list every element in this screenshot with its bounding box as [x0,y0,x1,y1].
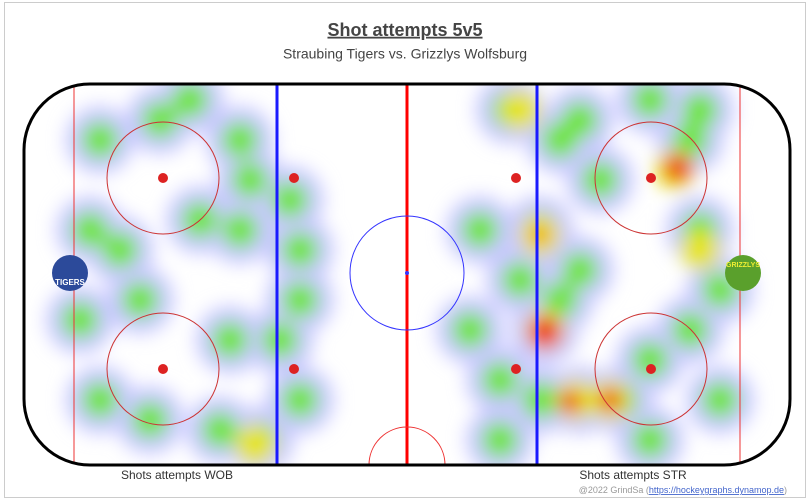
heat-blob [702,382,738,418]
heat-blob [632,342,668,378]
heat-blob [82,382,118,418]
heat-blob [282,232,318,268]
heat-blob [672,312,708,348]
heat-blob [562,252,598,288]
credit-link[interactable]: https://hockeygraphs.dynamop.de [649,485,784,495]
heat-blob [282,382,318,418]
heat-blob [262,322,298,358]
boards [22,82,792,467]
logo-text: TIGERS [55,278,85,287]
credit: @2022 GrindSa (https://hockeygraphs.dyna… [579,485,787,495]
heat-blob [222,122,258,158]
label-left: Shots attempts WOB [121,468,233,482]
heat-blob [462,212,498,248]
heat-blob [232,162,268,198]
heat-blob [559,391,581,413]
heat-blob [62,302,98,338]
rink [46,84,754,465]
heat-blob [222,212,258,248]
heat-blob [542,282,578,318]
logo-text: GRIZZLYS [726,262,760,269]
credit-suffix: ) [784,485,787,495]
heat-blob [132,402,168,438]
heat-blob [682,92,718,128]
heat-blob [272,182,308,218]
heat-blob [202,412,238,448]
title: Shot attempts 5v5 [327,20,482,40]
heat-blob [582,162,618,198]
subtitle: Straubing Tigers vs. Grizzlys Wolfsburg [283,46,527,62]
heat-blob [102,232,138,268]
heat-blob [122,282,158,318]
heat-blob [500,90,540,130]
heat-blob [282,282,318,318]
heat-blob [235,425,275,465]
heat-blob [482,422,518,458]
credit-prefix: @2022 GrindSa ( [579,485,649,495]
heat-blob [632,84,668,118]
heatmap [46,84,754,465]
heat-blob [142,102,178,138]
heat-blob [664,154,692,182]
label-right: Shots attempts STR [579,468,687,482]
heat-blob [482,362,518,398]
logo-left: TIGERS [52,255,88,291]
heat-blob [502,262,538,298]
heat-blob [529,316,561,348]
heat-blob [522,382,558,418]
logo-right: GRIZZLYS [725,255,761,291]
heat-blob [212,322,248,358]
heat-blob [599,389,621,411]
heat-blob [562,102,598,138]
heat-blob [82,122,118,158]
heat-blob [530,225,550,245]
heat-blob [680,230,720,270]
heat-blob [72,212,108,248]
heat-blob [452,312,488,348]
heat-blob [172,84,208,118]
heat-blob [632,422,668,458]
